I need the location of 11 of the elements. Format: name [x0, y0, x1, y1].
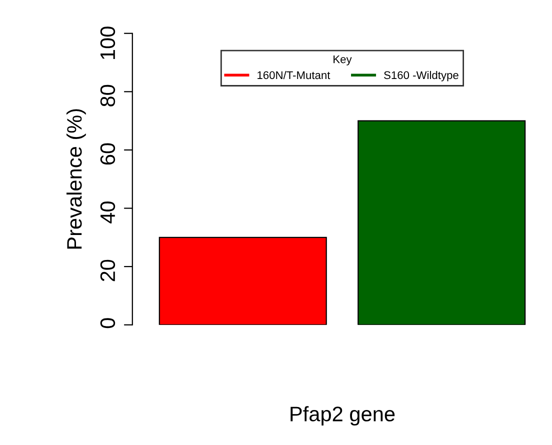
y-tick-label: 40 — [100, 202, 116, 224]
legend-label: S160 -Wildtype — [384, 70, 458, 82]
y-tick-label: 100 — [100, 26, 116, 59]
y-tick-label: 20 — [100, 260, 116, 282]
y-axis-title: Prevalence (%) — [66, 109, 86, 249]
legend-label: 160N/T-Mutant — [258, 70, 330, 80]
x-axis-title: Pfap2 gene — [290, 406, 395, 426]
y-tick-label: 0 — [100, 318, 116, 328]
y-tick-label: 60 — [100, 143, 116, 165]
legend-title: Key — [334, 55, 352, 66]
y-tick-label: 80 — [100, 84, 116, 106]
